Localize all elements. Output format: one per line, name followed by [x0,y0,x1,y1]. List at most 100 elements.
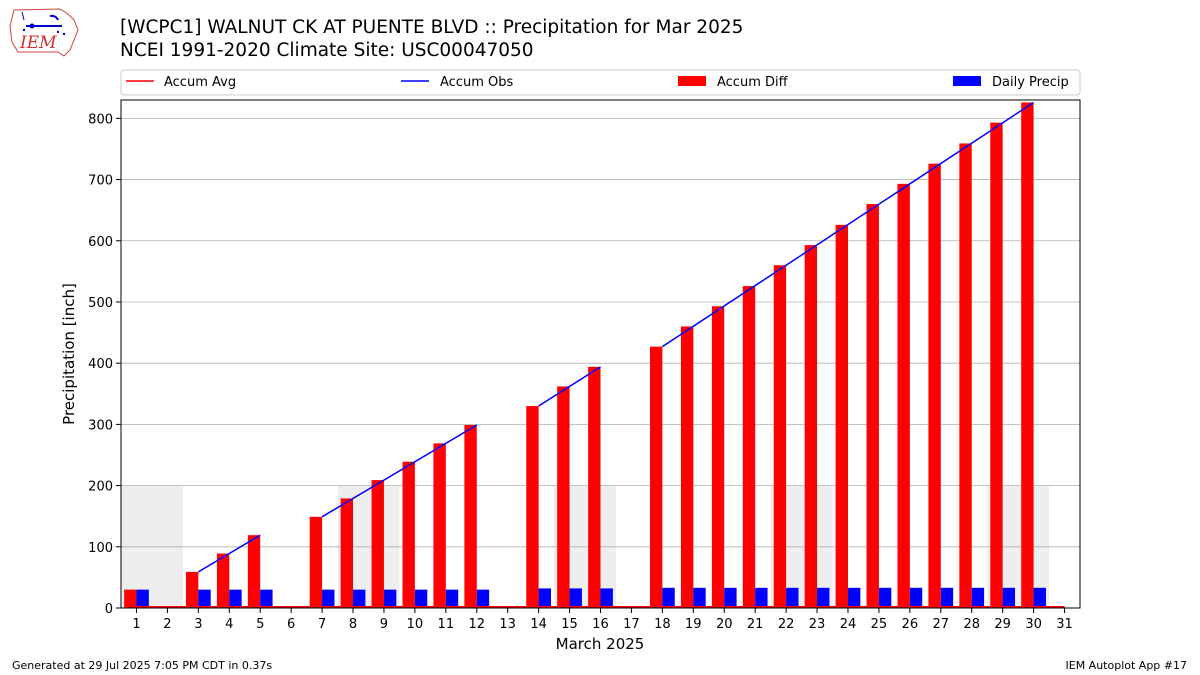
accum-diff-bar-day-19 [680,326,694,608]
legend-label-accum-obs: Accum Obs [440,75,513,90]
legend-frame [120,69,1081,96]
x-tick-label-23: 23 [809,617,826,632]
daily-precip-bar-day-7 [322,589,335,608]
line-layer [136,101,1065,608]
legend: Accum Avg Accum Obs Accum Diff Daily Pre… [120,69,1081,96]
app-label: IEM Autoplot App #17 [1065,659,1188,672]
accum-diff-bar-day-8 [340,498,354,608]
accum-diff-bar-day-30 [1021,102,1034,609]
legend-label-accum-avg: Accum Avg [164,75,236,90]
legend-label-accum-diff: Accum Diff [717,75,789,90]
y-tick-label-300: 300 [88,418,113,433]
accum-diff-bar-day-14 [526,406,539,608]
accum-diff-bar-day-20 [711,306,725,608]
accum-diff-bar-day-3 [185,571,199,608]
daily-precip-bar-day-26 [909,587,923,608]
x-tick-label-27: 27 [933,617,950,632]
accum-diff-bar-day-16 [588,366,601,608]
daily-precip-bar-day-30 [1033,587,1046,608]
daily-precip-bar-day-12 [476,589,490,608]
generated-timestamp: Generated at 29 Jul 2025 7:05 PM CDT in … [12,659,273,672]
daily-precip-bar-day-18 [662,587,675,608]
x-tick-label-5: 5 [256,617,264,632]
accum-diff-bar-day-18 [649,346,663,608]
x-tick-label-1: 1 [132,617,140,632]
y-tick-label-500: 500 [88,296,113,311]
x-tick-label-12: 12 [468,617,485,632]
accum-diff-bar-day-1 [124,589,137,608]
x-tick-label-17: 17 [623,617,640,632]
y-tick-label-400: 400 [88,357,113,372]
x-tick-label-28: 28 [963,617,980,632]
y-tick-label-700: 700 [88,174,113,189]
daily-precip-bar-day-22 [786,587,799,608]
y-tick-label-0: 0 [105,602,113,617]
accum-diff-bar-day-24 [835,224,848,608]
daily-precip-bar-day-23 [817,587,830,608]
accum-obs-line-segment-4 [661,101,1035,348]
x-tick-label-11: 11 [438,617,455,632]
y-tick-label-600: 600 [88,235,113,250]
daily-precip-bar-day-28 [971,587,985,608]
logo-text: IEM [19,33,57,53]
x-tick-label-6: 6 [287,617,295,632]
y-tick-label-800: 800 [88,112,113,127]
accum-diff-bar-day-22 [773,265,787,608]
accum-diff-bar-day-26 [897,183,910,609]
daily-precip-bar-day-11 [445,589,459,608]
daily-precip-bar-day-1 [136,589,149,608]
x-axis-label: March 2025 [556,635,645,653]
accum-diff-bar-day-28 [959,143,972,608]
chart-subtitle: NCEI 1991-2020 Climate Site: USC00047050 [120,40,534,61]
accum-obs-line-segment-2 [321,424,478,518]
bar-layer [124,102,1065,609]
daily-precip-bar-day-29 [1002,587,1016,608]
x-tick-label-18: 18 [654,617,671,632]
x-tick-label-21: 21 [747,617,764,632]
y-tick-label-200: 200 [88,480,113,495]
accum-diff-bar-day-9 [371,480,384,608]
chart-title: [WCPC1] WALNUT CK AT PUENTE BLVD :: Prec… [120,17,744,38]
daily-precip-bar-day-8 [353,589,366,608]
daily-precip-bar-day-4 [229,589,242,608]
daily-precip-bar-day-20 [724,587,737,608]
accum-diff-bar-day-23 [804,245,818,608]
daily-precip-bar-day-19 [693,587,706,608]
daily-precip-bar-day-16 [600,588,613,608]
daily-precip-bar-day-21 [755,587,768,608]
legend-swatch-accum-diff [678,76,706,86]
x-tick-label-9: 9 [380,617,388,632]
x-tick-label-16: 16 [592,617,609,632]
y-axis-label: Precipitation [inch] [60,283,78,425]
accum-diff-bar-day-21 [742,286,756,608]
accum-diff-bar-day-5 [247,535,261,608]
x-tick-label-26: 26 [902,617,919,632]
daily-precip-bar-day-14 [538,588,552,608]
x-tick-label-30: 30 [1025,617,1042,632]
accum-diff-bar-day-15 [557,386,570,608]
daily-precip-bar-day-25 [878,587,892,608]
accum-diff-bar-day-27 [928,163,941,608]
accum-diff-bar-day-25 [866,204,879,608]
x-tick-label-24: 24 [840,617,857,632]
x-tick-label-7: 7 [318,617,326,632]
y-tick-label-100: 100 [88,541,113,556]
accum-diff-bar-day-7 [309,516,323,608]
x-tick-label-13: 13 [499,617,516,632]
x-tick-label-3: 3 [194,617,202,632]
accum-diff-bar-day-12 [464,424,477,608]
x-tick-label-31: 31 [1056,617,1073,632]
accum-obs-line-segment-1 [197,534,261,573]
daily-precip-bar-day-24 [847,587,861,608]
iem-logo: IEM [8,6,80,58]
accum-diff-bar-day-10 [402,461,415,608]
x-tick-label-15: 15 [561,617,578,632]
x-tick-label-19: 19 [685,617,702,632]
x-tick-label-25: 25 [871,617,888,632]
accum-diff-bar-day-4 [216,553,230,608]
daily-precip-bar-day-27 [940,587,954,608]
legend-label-daily-precip: Daily Precip [992,75,1069,90]
daily-precip-bar-day-10 [414,589,428,608]
